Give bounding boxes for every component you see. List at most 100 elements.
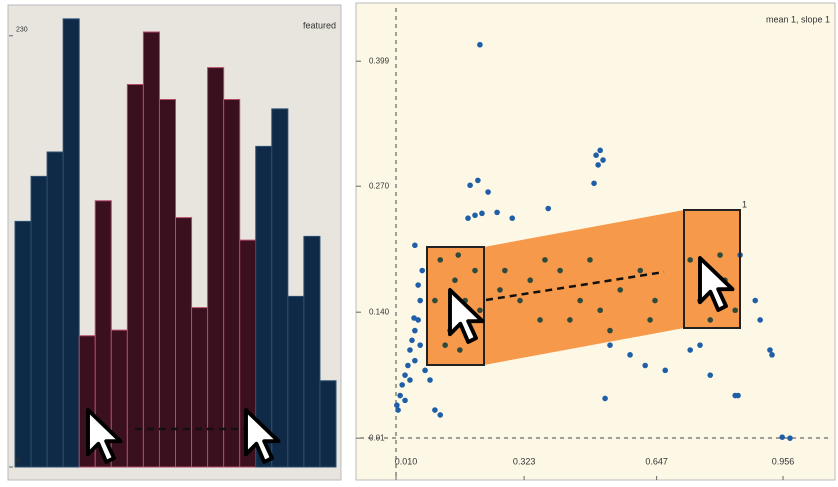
- overlay: 1 featured mean 1, slope 1: [86, 14, 830, 464]
- point: [607, 342, 613, 348]
- point: [757, 317, 763, 323]
- point: [395, 407, 401, 413]
- y-tick-label: 0.270: [369, 181, 390, 190]
- point: [587, 257, 593, 263]
- point: [557, 267, 563, 274]
- point: [787, 435, 793, 441]
- point: [567, 317, 573, 323]
- point: [409, 337, 415, 344]
- point: [477, 307, 483, 314]
- point: [494, 209, 500, 216]
- histogram: 0 230: [9, 18, 337, 468]
- point: [394, 402, 400, 409]
- chart-title: mean 1, slope 1: [766, 14, 830, 24]
- point: [405, 362, 411, 369]
- point: [465, 215, 471, 221]
- point: [642, 362, 648, 369]
- annotation: 1: [742, 199, 747, 209]
- bar: [110, 329, 128, 468]
- bar: [191, 307, 209, 468]
- y-tick-label: 0.140: [369, 307, 390, 316]
- point: [607, 327, 613, 334]
- bar: [46, 151, 64, 468]
- point: [402, 397, 408, 404]
- point: [452, 277, 458, 284]
- point: [475, 177, 481, 184]
- point: [399, 382, 405, 388]
- point: [432, 297, 438, 304]
- x-tick-label: 0.010: [395, 456, 418, 466]
- point: [687, 347, 693, 353]
- brush[interactable]: [426, 246, 485, 366]
- point: [647, 317, 653, 323]
- point: [617, 287, 624, 293]
- bar: [287, 295, 305, 468]
- point: [427, 377, 433, 383]
- point: [545, 205, 552, 212]
- y-tick-label: 0: [16, 458, 20, 465]
- y-tick-label: 230: [16, 27, 28, 34]
- point: [735, 392, 741, 399]
- point: [707, 372, 714, 378]
- point: [600, 157, 606, 163]
- point: [732, 307, 738, 314]
- scatter: 0.010 0.323 0.647 0.956 0.01 0.140 0.270 0.399: [356, 8, 832, 480]
- point: [407, 377, 413, 383]
- point: [497, 287, 503, 293]
- selection-band: [484, 210, 684, 365]
- point: [717, 252, 723, 258]
- point: [662, 367, 669, 374]
- point: [542, 257, 548, 263]
- point: [432, 407, 438, 413]
- point: [509, 215, 516, 221]
- point: [537, 317, 543, 323]
- point: [417, 297, 423, 304]
- y-tick-label: 0.399: [369, 56, 390, 65]
- point: [485, 189, 491, 195]
- point: [517, 297, 523, 304]
- point: [417, 342, 423, 348]
- y-tick-label: 0.01: [369, 433, 385, 442]
- point: [591, 180, 597, 187]
- point: [415, 282, 421, 288]
- point: [411, 315, 417, 321]
- bar: [223, 99, 241, 468]
- x-tick-label: 0.647: [645, 456, 668, 466]
- chart-title: featured: [303, 20, 336, 30]
- point: [652, 297, 658, 304]
- bar: [319, 380, 337, 468]
- trend-line: [485, 270, 665, 302]
- brush[interactable]: [683, 209, 741, 329]
- point: [472, 267, 478, 274]
- bar: [62, 18, 80, 468]
- point: [527, 277, 534, 284]
- bar: [271, 108, 289, 468]
- point: [407, 347, 413, 353]
- point: [437, 257, 444, 263]
- bar: [158, 99, 176, 468]
- point: [419, 267, 426, 274]
- point: [769, 352, 775, 358]
- point: [779, 434, 786, 441]
- point: [437, 412, 444, 418]
- point: [597, 147, 603, 154]
- point: [767, 347, 773, 353]
- bar: [255, 145, 273, 468]
- point: [467, 182, 473, 189]
- point: [627, 352, 633, 358]
- point: [472, 212, 478, 219]
- bar: [303, 235, 321, 468]
- point: [412, 327, 418, 334]
- bar: [142, 31, 160, 468]
- bar: [126, 84, 144, 468]
- point: [752, 297, 759, 304]
- point: [397, 392, 403, 399]
- point: [687, 257, 693, 263]
- point: [593, 152, 599, 159]
- x-tick-label: 0.956: [772, 456, 795, 466]
- bar: [14, 220, 32, 468]
- point: [707, 317, 714, 323]
- point: [477, 41, 483, 48]
- point: [422, 367, 428, 374]
- bar: [207, 67, 225, 468]
